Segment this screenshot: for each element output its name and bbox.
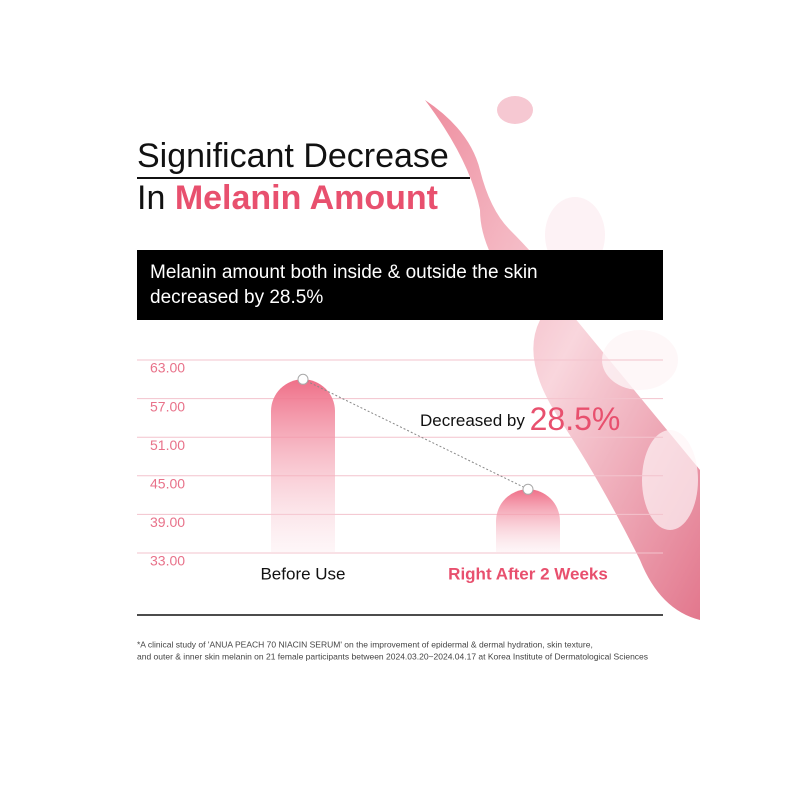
bar — [271, 379, 335, 553]
y-tick-label: 33.00 — [150, 553, 185, 569]
point-marker — [297, 373, 309, 385]
y-tick-label: 63.00 — [150, 360, 185, 376]
subtitle-banner — [137, 250, 663, 320]
title-line1: Significant Decrease — [137, 137, 449, 175]
point-marker — [522, 483, 534, 495]
footnote: *A clinical study of 'ANUA PEACH 70 NIAC… — [137, 639, 593, 649]
connector — [302, 378, 529, 490]
footnote: and outer & inner skin melanin on 21 fem… — [137, 651, 648, 661]
y-tick-label: 45.00 — [150, 476, 185, 492]
title-line2: In Melanin Amount — [137, 179, 438, 217]
y-tick-label: 39.00 — [150, 514, 185, 530]
subtitle-line: Melanin amount both inside & outside the… — [150, 262, 538, 283]
annotation: Decreased by 28.5% — [420, 401, 620, 437]
y-tick-label: 51.00 — [150, 437, 185, 453]
x-tick-label: Before Use — [260, 564, 345, 583]
bar — [496, 489, 560, 553]
y-tick-label: 57.00 — [150, 398, 185, 414]
annotation-value: 28.5% — [530, 401, 621, 437]
serum-decoration — [425, 96, 700, 620]
subtitle-line: decreased by 28.5% — [150, 287, 323, 308]
title-prefix: In — [137, 179, 165, 217]
x-tick-label: Right After 2 Weeks — [448, 564, 608, 583]
annotation-prefix: Decreased by — [420, 411, 525, 430]
title-highlight: Melanin Amount — [175, 179, 438, 217]
